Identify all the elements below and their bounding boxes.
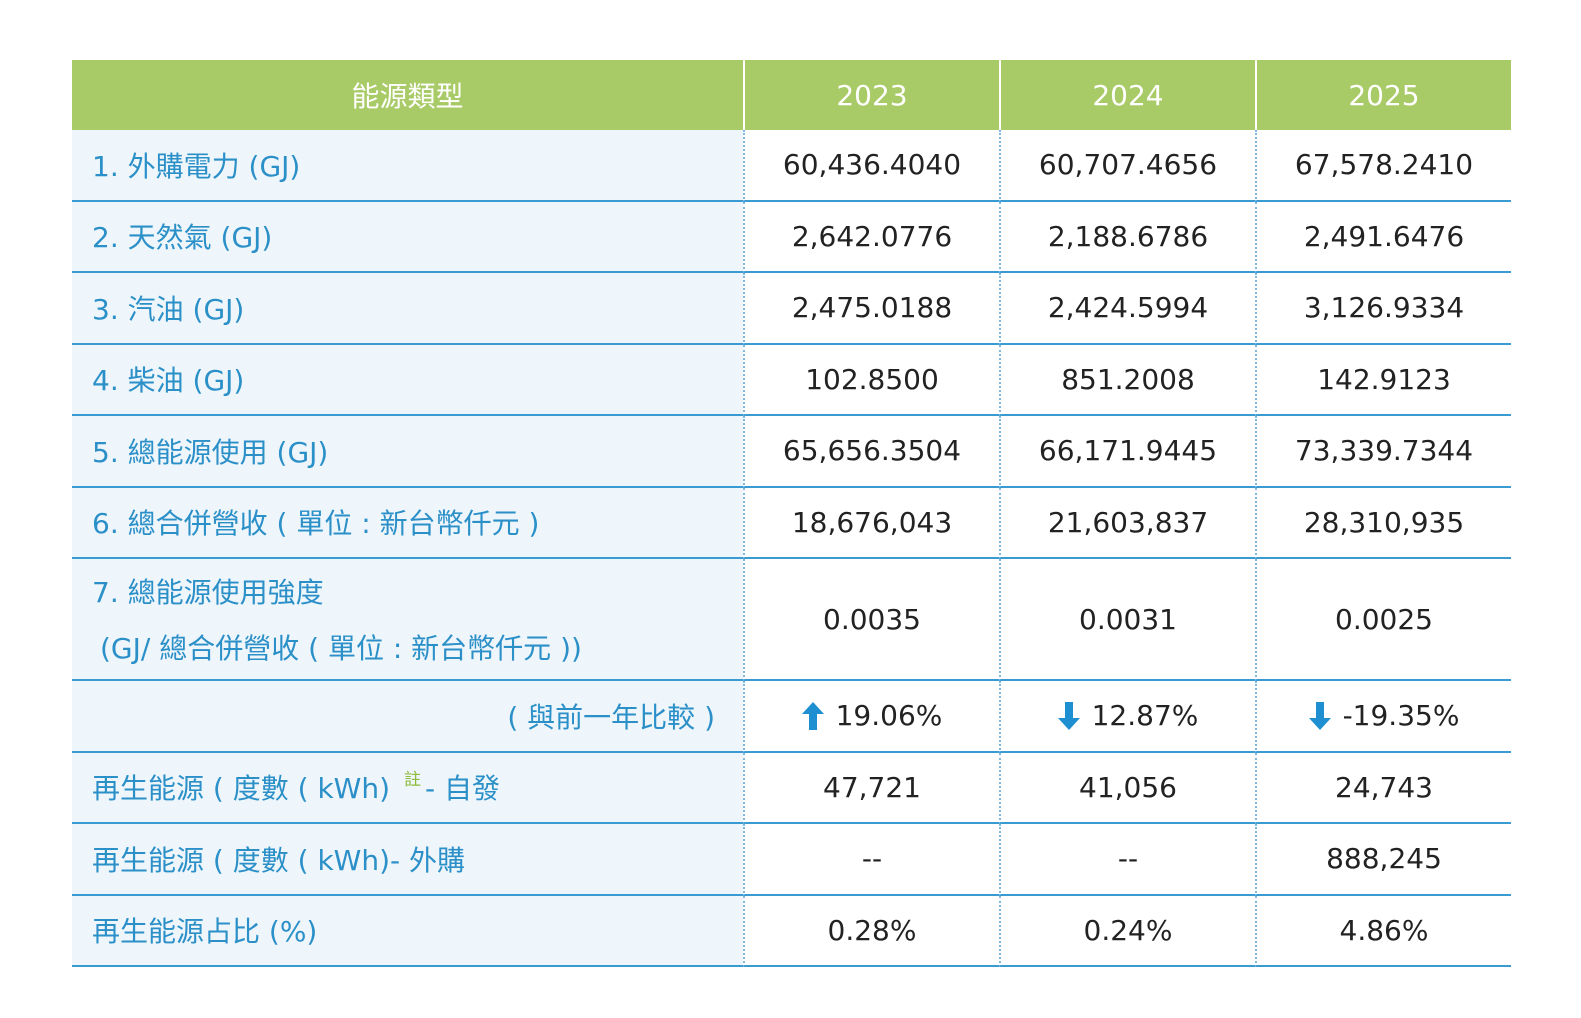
label-text: 2. 天然氣 (GJ) — [92, 221, 273, 255]
value-cell: 888,245 — [1255, 824, 1511, 896]
value-cell: -- — [999, 824, 1255, 896]
value-cell: 102.8500 — [743, 344, 999, 416]
row-label: 7. 總能源使用強度 (GJ/ 總合併營收 ( 單位 : 新台幣仟元 )) — [72, 559, 743, 681]
value-cell: 41,056 — [999, 752, 1255, 824]
value-cell: 60,707.4656 — [999, 130, 1255, 202]
change-text: -19.35% — [1342, 699, 1460, 733]
value-cell: 21,603,837 — [999, 487, 1255, 559]
change-text: 19.06% — [835, 699, 943, 733]
label-text: 5. 總能源使用 (GJ) — [92, 435, 329, 469]
value-cell: 851.2008 — [999, 344, 1255, 416]
header-cell: 能源類型 — [72, 60, 743, 130]
value-cell: 0.28% — [743, 895, 999, 967]
row-label: 再生能源占比 (%) — [72, 895, 743, 967]
row-label: 6. 總合併營收 ( 單位 : 新台幣仟元 ) — [72, 487, 743, 559]
value-cell: 67,578.2410 — [1255, 130, 1511, 202]
value-cell: 3,126.9334 — [1255, 273, 1511, 345]
value-cell: 12.87% — [999, 681, 1255, 753]
value-cell: 65,656.3504 — [743, 416, 999, 488]
value-cell: 2,424.5994 — [999, 273, 1255, 345]
value-cell: 0.0035 — [743, 559, 999, 681]
label-text: 再生能源 ( 度數 ( kWh)- 外購 — [92, 843, 466, 877]
value-cell: 19.06% — [743, 681, 999, 753]
value-cell: -- — [743, 824, 999, 896]
value-cell: 2,642.0776 — [743, 201, 999, 273]
value-cell: 0.24% — [999, 895, 1255, 967]
header-cell: 2023 — [743, 60, 999, 130]
value-cell: 66,171.9445 — [999, 416, 1255, 488]
row-label: 5. 總能源使用 (GJ) — [72, 416, 743, 488]
value-cell: 0.0025 — [1255, 559, 1511, 681]
footnote-mark: 註 — [404, 769, 422, 790]
label-suffix: - 自發 — [425, 772, 501, 806]
label-text: 再生能源 ( 度數 ( kWh) — [92, 772, 391, 806]
value-cell: 2,491.6476 — [1255, 201, 1511, 273]
value-cell: 73,339.7344 — [1255, 416, 1511, 488]
value-cell: -19.35% — [1255, 681, 1511, 753]
row-label: 再生能源 ( 度數 ( kWh) 註 - 自發 — [72, 752, 743, 824]
label-line: (GJ/ 總合併營收 ( 單位 : 新台幣仟元 )) — [100, 632, 582, 665]
value-cell: 0.0031 — [999, 559, 1255, 681]
label-text: ( 與前一年比較 ) — [507, 700, 715, 734]
value-cell: 18,676,043 — [743, 487, 999, 559]
arrow-down — [1057, 701, 1080, 730]
value-cell: 4.86% — [1255, 895, 1511, 967]
label-text: 3. 汽油 (GJ) — [92, 292, 245, 326]
header-cell: 2025 — [1255, 60, 1511, 130]
arrow-down — [1308, 701, 1331, 730]
value-cell: 142.9123 — [1255, 344, 1511, 416]
value-cell: 24,743 — [1255, 752, 1511, 824]
label-text: 1. 外購電力 (GJ) — [92, 149, 301, 183]
header-cell: 2024 — [999, 60, 1255, 130]
row-label: 再生能源 ( 度數 ( kWh)- 外購 — [72, 824, 743, 896]
value-cell: 28,310,935 — [1255, 487, 1511, 559]
value-cell: 60,436.4040 — [743, 130, 999, 202]
row-label: 3. 汽油 (GJ) — [72, 273, 743, 345]
value-cell: 2,475.0188 — [743, 273, 999, 345]
label-line: 7. 總能源使用強度 — [92, 576, 324, 609]
label-text: 再生能源占比 (%) — [92, 915, 318, 949]
arrow-up — [801, 701, 824, 730]
change-text: 12.87% — [1091, 699, 1199, 733]
row-label: 2. 天然氣 (GJ) — [72, 201, 743, 273]
value-cell: 47,721 — [743, 752, 999, 824]
row-label: ( 與前一年比較 ) — [72, 681, 743, 753]
label-text: 6. 總合併營收 ( 單位 : 新台幣仟元 ) — [92, 507, 540, 541]
label-text: 4. 柴油 (GJ) — [92, 364, 245, 398]
row-label: 1. 外購電力 (GJ) — [72, 130, 743, 202]
row-label: 4. 柴油 (GJ) — [72, 344, 743, 416]
value-cell: 2,188.6786 — [999, 201, 1255, 273]
